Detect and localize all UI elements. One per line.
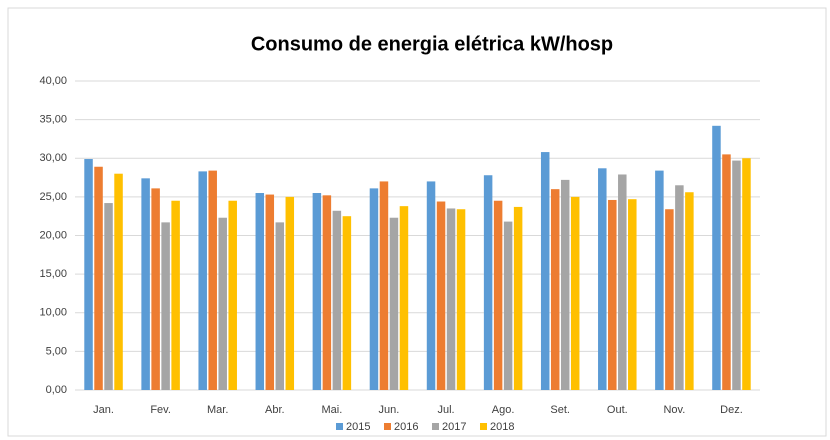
legend-label: 2018: [490, 421, 514, 433]
bar: [94, 166, 103, 390]
legend-label: 2017: [442, 421, 466, 433]
legend-label: 2016: [394, 421, 418, 433]
x-tick-label: Ago.: [492, 404, 515, 416]
bar: [570, 196, 580, 390]
bar: [483, 175, 493, 390]
bar: [342, 216, 352, 390]
bar: [369, 188, 379, 390]
bar: [742, 158, 751, 390]
legend-swatch: [384, 423, 391, 430]
bar: [426, 181, 436, 390]
bar: [540, 152, 550, 390]
bar: [275, 222, 285, 390]
y-tick-label: 20,00: [39, 229, 67, 241]
bar: [332, 210, 342, 390]
x-tick-label: Mai.: [321, 404, 342, 416]
bar: [218, 217, 227, 390]
bar: [265, 194, 275, 390]
bar: [608, 199, 617, 390]
bar: [560, 179, 570, 390]
x-tick-label: Fev.: [150, 404, 171, 416]
bar: [732, 160, 741, 390]
x-tick-label: Out.: [607, 404, 628, 416]
bar: [285, 196, 295, 390]
bar: [322, 195, 332, 390]
bar: [513, 206, 523, 390]
bar: [198, 171, 207, 390]
x-tick-label: Jun.: [379, 404, 400, 416]
bar: [171, 200, 180, 390]
bar: [114, 173, 123, 390]
bar: [208, 170, 217, 390]
bar: [399, 206, 409, 390]
bar: [436, 201, 446, 390]
y-tick-label: 15,00: [39, 268, 67, 280]
x-tick-label: Jan.: [93, 404, 114, 416]
y-tick-label: 30,00: [39, 152, 67, 164]
bar: [255, 193, 265, 390]
bar: [84, 159, 93, 390]
legend-swatch: [480, 423, 487, 430]
bar: [675, 185, 684, 390]
bar: [228, 200, 237, 390]
x-tick-label: Abr.: [265, 404, 285, 416]
bar: [550, 189, 560, 390]
chart-frame: [7, 7, 827, 437]
y-tick-label: 25,00: [39, 191, 67, 203]
bar: [104, 203, 113, 390]
bar: [503, 221, 513, 390]
x-tick-label: Dez.: [720, 404, 743, 416]
y-tick-label: 5,00: [46, 345, 67, 357]
bar: [655, 170, 664, 390]
bar: [722, 154, 731, 390]
x-tick-label: Mar.: [207, 404, 228, 416]
bar: [446, 208, 456, 390]
y-tick-label: 0,00: [46, 384, 67, 396]
bar: [141, 178, 150, 390]
x-tick-label: Nov.: [663, 404, 685, 416]
legend-label: 2015: [346, 421, 370, 433]
x-tick-label: Set.: [550, 404, 570, 416]
bar: [712, 125, 721, 391]
chart-title: Consumo de energia elétrica kW/hosp: [251, 33, 613, 55]
bar: [598, 168, 607, 390]
bar: [389, 217, 399, 390]
bar: [628, 199, 637, 390]
y-tick-label: 40,00: [39, 75, 67, 87]
bar: [665, 209, 674, 390]
legend-swatch: [432, 423, 439, 430]
bar: [151, 188, 160, 390]
y-tick-label: 35,00: [39, 114, 67, 126]
bar: [379, 181, 389, 390]
y-tick-label: 10,00: [39, 307, 67, 319]
bar: [493, 200, 503, 390]
bar: [312, 193, 322, 390]
bar: [456, 209, 466, 390]
bar: [161, 222, 170, 390]
bar: [685, 192, 694, 390]
x-tick-label: Jul.: [437, 404, 454, 416]
legend-swatch: [336, 423, 343, 430]
bar: [618, 174, 627, 390]
